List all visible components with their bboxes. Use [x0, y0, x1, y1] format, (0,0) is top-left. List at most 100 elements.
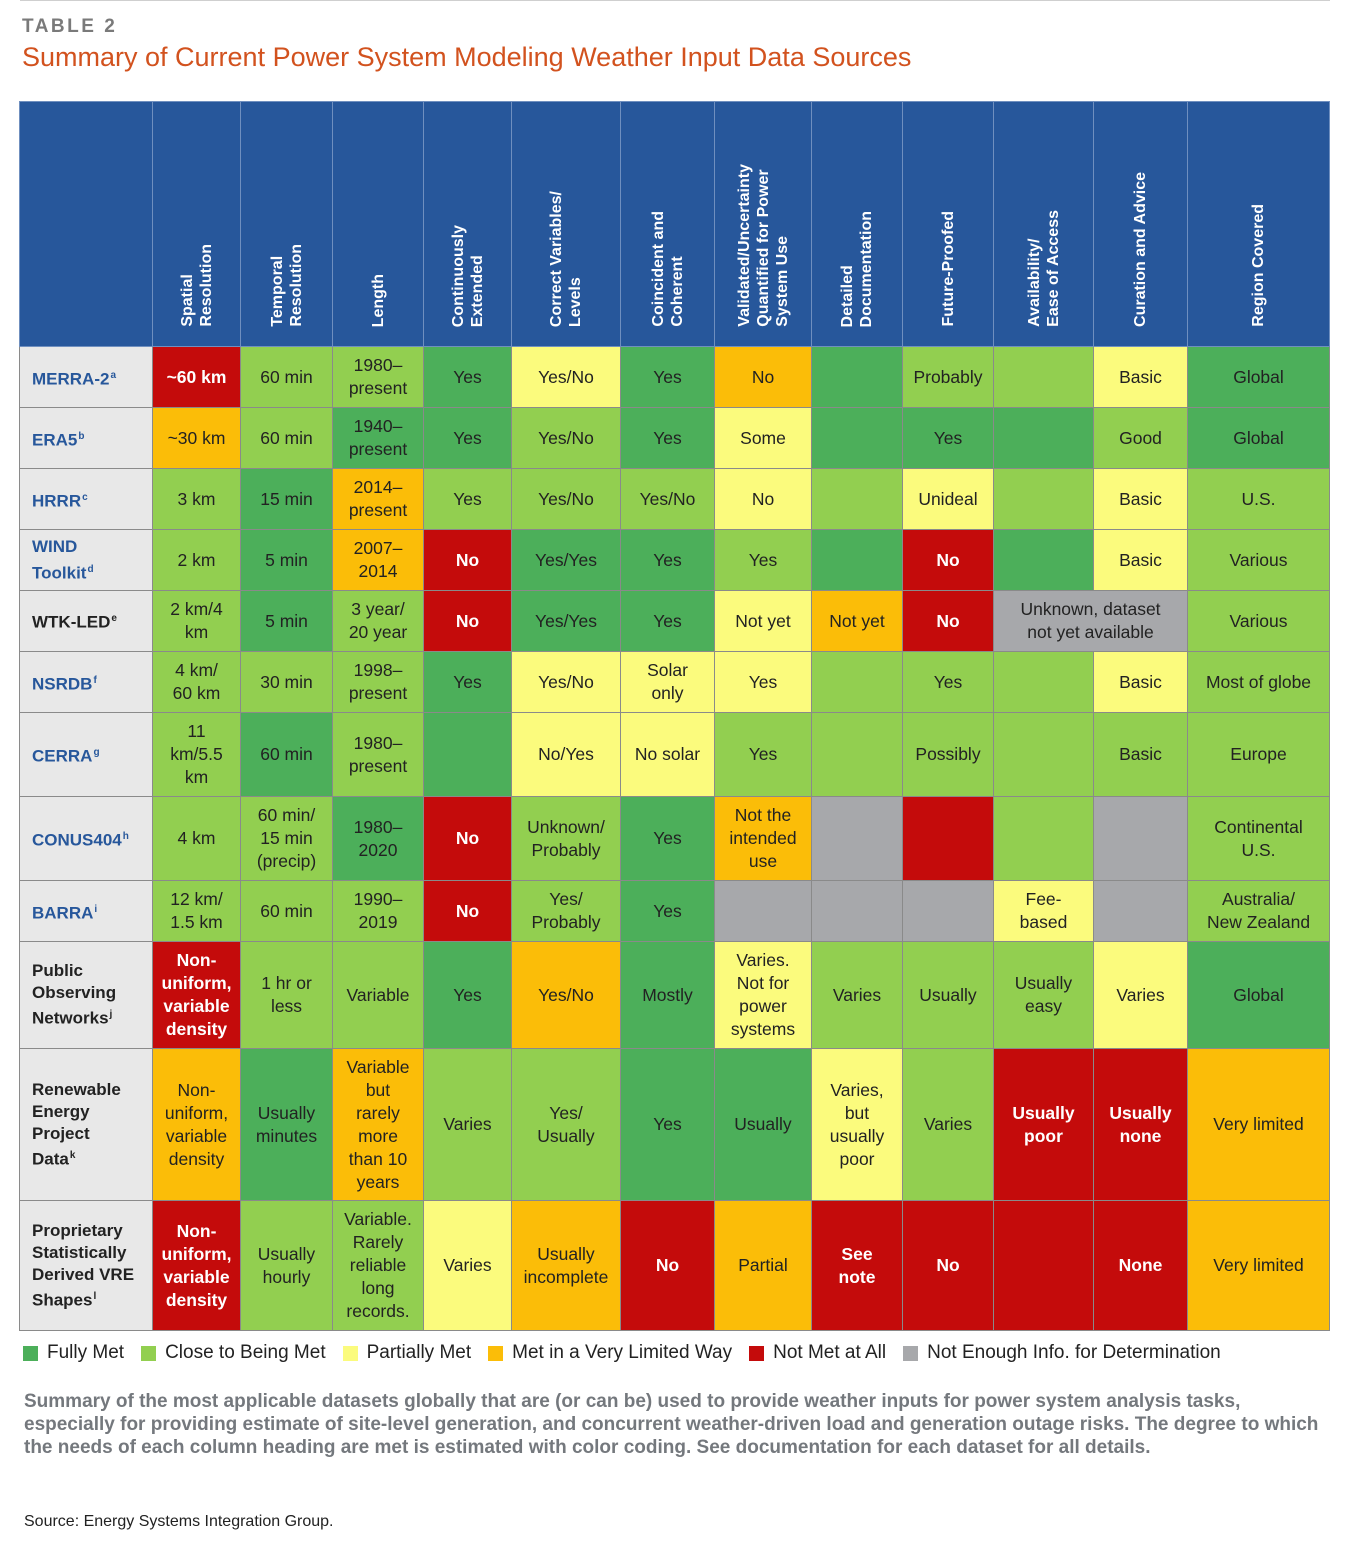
row-header: BARRAi [19, 880, 153, 942]
cell-line: Yes [748, 549, 778, 570]
table-cell: Unknown, dataset not yet available [993, 590, 1188, 652]
cell-line: 20 year [348, 622, 408, 642]
header-line: Spatial [178, 274, 196, 327]
cell-line: No solar [634, 744, 701, 764]
table-cell: Non-uniform, variable density [152, 1200, 241, 1331]
footnote-marker: e [111, 613, 117, 625]
row-header: Proprietary Statistically Derived VRE Shape… [19, 1200, 153, 1331]
table-cell: Yes/Usually [511, 1048, 621, 1201]
header-line: Continuously [449, 224, 467, 327]
header-line: Resolution [287, 244, 305, 327]
table-cell: Not yet [714, 590, 812, 652]
footnote-marker: k [69, 1149, 76, 1161]
cell-line: Probably [531, 839, 601, 860]
table-cell: Very limited [1187, 1200, 1330, 1331]
cell-line: rarely [356, 1102, 400, 1123]
cell-line: Yes [453, 366, 482, 387]
table-cell: Yes [423, 941, 512, 1049]
cell-line: New Zealand [1206, 912, 1311, 932]
table-cell: Yes/Yes [511, 529, 621, 591]
dataset-name: Statistically [32, 1242, 127, 1262]
table-cell [811, 346, 903, 408]
column-header-temporal-resolution: Temporal Resolution [240, 101, 333, 347]
table-cell: Good [1093, 407, 1188, 469]
cell-line: Usually [734, 1114, 792, 1134]
cell-line: use [748, 851, 778, 871]
legend-swatch [342, 1345, 358, 1361]
table-cell: Usually none [1093, 1048, 1188, 1201]
cell-line: present [348, 683, 408, 703]
table-cell: Varies [423, 1200, 512, 1331]
header-line: Coherent [668, 256, 686, 327]
cell-line: Yes [453, 427, 482, 448]
cell-line: Europe [1230, 744, 1287, 764]
column-header-spatial-resolution: Spatial Resolution [152, 101, 241, 347]
table-cell: Varies [902, 1048, 994, 1201]
dataset-name: CERRA [32, 746, 93, 766]
cell-line: Non- [177, 1079, 216, 1100]
table-cell: Varies [1093, 941, 1188, 1049]
dataset-name: Observing [32, 983, 117, 1003]
column-header-availability-ease-of-access: Availability/Ease of Access [993, 101, 1094, 347]
table-cell: No [902, 590, 994, 652]
legend-swatch [903, 1345, 919, 1361]
table-cell: 2014– present [332, 468, 424, 530]
cell-line: Yes [933, 671, 963, 692]
cell-line: No [751, 488, 775, 509]
header-line: Temporal [268, 256, 286, 327]
cell-line: 60 min [260, 744, 313, 764]
cell-line: present [348, 378, 408, 398]
cell-line: none [1119, 1125, 1162, 1146]
table-cell: ~60 km [152, 346, 241, 408]
cell-line: Yes [453, 671, 482, 692]
table-cell: Some [714, 407, 812, 469]
cell-line: Some [740, 427, 786, 448]
cell-line: Varies [443, 1255, 492, 1275]
table-cell [811, 651, 903, 713]
cell-line: Various [1229, 549, 1288, 570]
table-cell: Basic [1093, 712, 1188, 797]
table-row-merra-2: MERRA-2a ~60 km 60 min 1980– present Yes Yes/N… [19, 346, 1330, 408]
footnote-marker: f [93, 674, 97, 686]
table-cell: Yes [423, 468, 512, 530]
table-cell: Yes [620, 880, 715, 942]
table-cell: Yes [620, 796, 715, 881]
cell-line: 2019 [358, 912, 398, 932]
table-cell: Yes [714, 651, 812, 713]
cell-line: (precip) [256, 851, 317, 871]
cell-line: No [455, 828, 480, 848]
table-cell: Global [1187, 407, 1330, 469]
cell-line: 1980– [353, 816, 403, 837]
cell-line: Most of globe [1205, 671, 1312, 692]
table-cell: Possibly [902, 712, 994, 797]
table-cell: No [620, 1200, 715, 1331]
cell-line: Not the [734, 805, 792, 825]
cell-line: Usually [537, 1125, 595, 1146]
cell-line: 60 min [260, 427, 313, 448]
table-cell: Solar only [620, 651, 715, 713]
row-header: NSRDBf [19, 651, 153, 713]
table-caption: Summary of the most applicable datasets … [24, 1391, 1319, 1458]
cell-line: km [184, 767, 209, 787]
table-cell: Yes [423, 346, 512, 408]
header-line: System Use [773, 236, 791, 327]
table-cell: Usually [902, 941, 994, 1049]
legend-label: Fully Met [47, 1342, 125, 1363]
table-title: Summary of Current Power System Modeling… [22, 42, 912, 72]
legend-swatch [488, 1345, 504, 1361]
table-cell: Yes [620, 346, 715, 408]
legend-swatch [141, 1345, 157, 1361]
table-row-nsrdb: NSRDBf 4 km/60 km 30 min 1998– present Yes Yes… [19, 651, 1330, 713]
cell-line: 2014– [353, 477, 403, 497]
table-cell: Partial [714, 1200, 812, 1331]
cell-line: Unideal [918, 488, 978, 509]
cell-line: variable [165, 1125, 228, 1146]
cell-line: Very limited [1213, 1114, 1304, 1134]
dataset-name: BARRA [32, 903, 94, 923]
table-cell: 3 km [152, 468, 241, 530]
table-row-wtk-led: WTK-LEDe 2 km/4 km 5 min 3 year/20 year No Yes… [19, 590, 1330, 652]
cell-line: Not for [736, 973, 790, 993]
cell-line: Yes [653, 610, 682, 631]
table-cell: 4 km [152, 796, 241, 881]
row-header: ERA5b [19, 407, 153, 469]
